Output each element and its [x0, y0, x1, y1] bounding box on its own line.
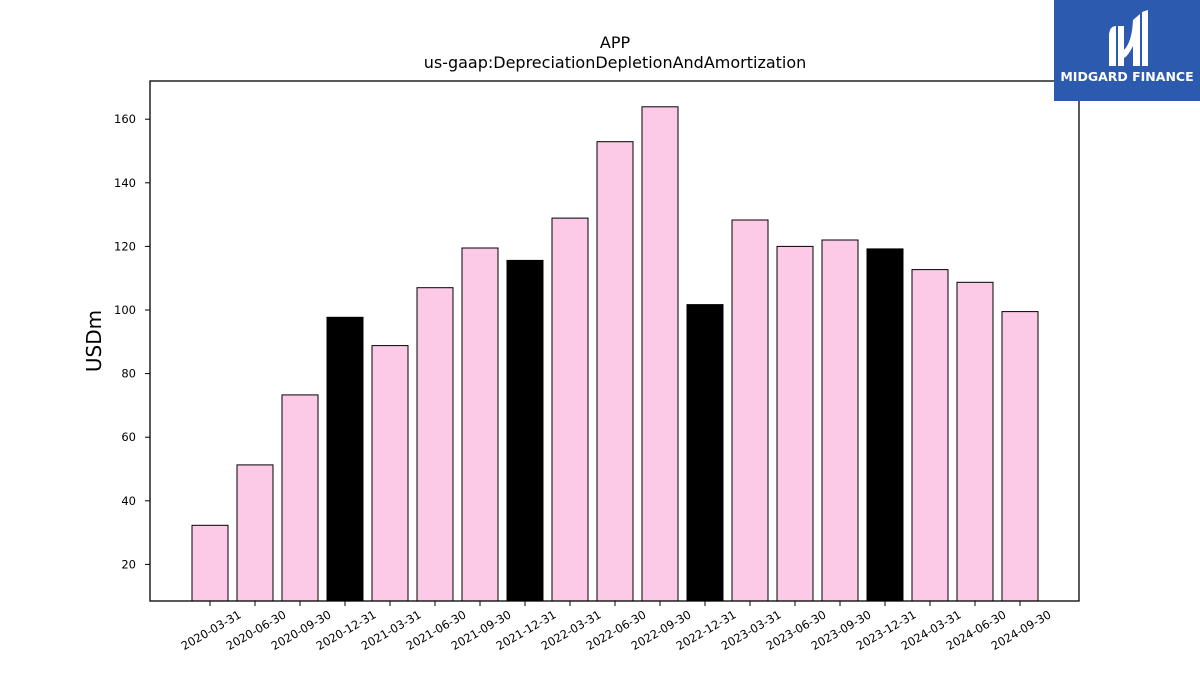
- chart-title: APP: [600, 33, 631, 52]
- midgard-logo-icon: [1109, 10, 1148, 66]
- bar-2021-06-30: [416, 287, 454, 602]
- brand-logo: MIDGARD FINANCE: [1054, 0, 1200, 101]
- y-tick-label: 160: [114, 112, 136, 126]
- y-tick-label: 120: [114, 239, 136, 253]
- bar-2024-09-30: [1001, 311, 1039, 602]
- y-tick-label: 40: [121, 494, 136, 508]
- y-axis-ticks: 20 40 60 80 100 120 140 160: [114, 112, 150, 571]
- bar-2024-03-31: [911, 269, 949, 602]
- bar-2021-03-31: [371, 345, 409, 602]
- bar-2020-09-30: [281, 394, 319, 602]
- bar-2023-09-30: [821, 239, 859, 602]
- bar-2023-03-31: [731, 219, 769, 602]
- y-tick-label: 140: [114, 176, 136, 190]
- x-axis-ticks: 2020-03-312020-06-302020-09-302020-12-31…: [179, 601, 1054, 653]
- y-tick-label: 80: [121, 367, 136, 381]
- bar-2022-06-30: [596, 141, 634, 602]
- y-axis-label: USDm: [82, 310, 106, 372]
- bar-2024-06-30: [956, 281, 994, 602]
- bar-2021-09-30: [461, 247, 499, 602]
- bar-2022-09-30: [641, 106, 679, 602]
- brand-name: MIDGARD FINANCE: [1060, 69, 1194, 84]
- bar-2020-03-31: [191, 524, 229, 602]
- bar-2020-06-30: [236, 464, 274, 602]
- y-tick-label: 60: [121, 430, 136, 444]
- bar-2021-12-31: [506, 259, 544, 602]
- y-tick-label: 20: [121, 557, 136, 571]
- bars-layer: [191, 106, 1039, 602]
- bar-2023-06-30: [776, 245, 814, 602]
- chart-subtitle: us-gaap:DepreciationDepletionAndAmortiza…: [424, 53, 807, 72]
- bar-2022-12-31: [686, 304, 724, 602]
- bar-2023-12-31: [866, 248, 904, 602]
- bar-2020-12-31: [326, 316, 364, 602]
- plot-frame: [149, 80, 1080, 602]
- y-tick-label: 100: [114, 303, 136, 317]
- bar-2022-03-31: [551, 217, 589, 602]
